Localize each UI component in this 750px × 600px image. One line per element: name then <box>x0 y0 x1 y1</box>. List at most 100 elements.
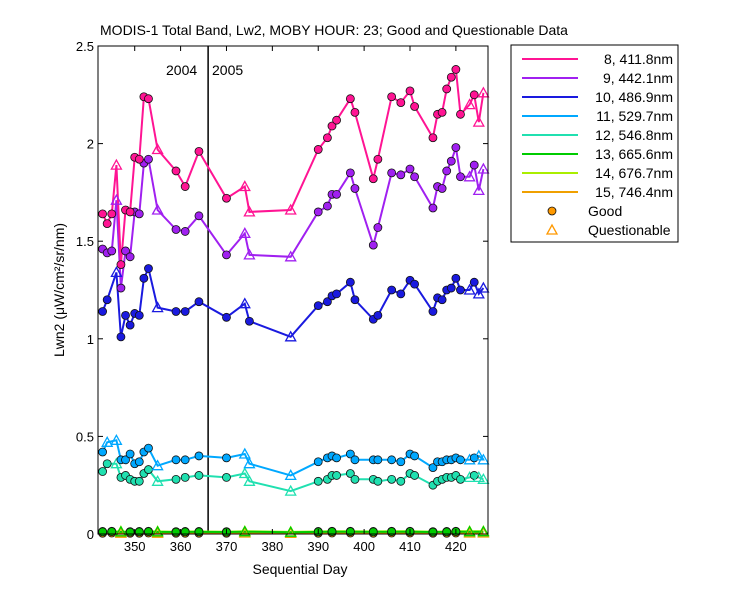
data-point-questionable <box>472 449 485 461</box>
data-point-good <box>194 471 204 480</box>
data-point-good <box>194 297 204 307</box>
data-point-questionable <box>284 203 297 215</box>
data-point-good <box>396 289 406 299</box>
legend-label: 10, 486.9nm <box>595 89 673 105</box>
y-tick-label: 0.5 <box>76 429 94 444</box>
legend-label: 11, 529.7nm <box>596 108 673 124</box>
legend: 8, 411.8nm 9, 442.1nm 10, 486.9nm 11, 529.7… <box>510 44 679 243</box>
data-point-good <box>350 184 360 193</box>
data-point-good <box>469 160 479 170</box>
data-point-good <box>222 453 231 463</box>
data-point-good <box>121 246 130 256</box>
data-point-good <box>350 107 360 117</box>
data-point-questionable <box>110 193 123 205</box>
data-point-questionable <box>477 281 490 293</box>
data-point-good <box>171 474 181 484</box>
data-point-good <box>350 474 360 484</box>
data-point-good <box>469 90 479 100</box>
data-point-good <box>134 457 144 467</box>
data-point-good <box>410 471 419 480</box>
data-point-good <box>116 283 126 293</box>
data-point-good <box>107 209 117 219</box>
data-point-good <box>368 240 378 250</box>
data-point-good <box>194 147 204 156</box>
legend-label: 8, 411.8nm <box>604 51 673 67</box>
data-point-good <box>410 102 419 111</box>
plot-frame <box>97 45 489 535</box>
data-point-questionable <box>472 184 485 196</box>
x-tick-label: 350 <box>124 539 146 554</box>
data-point-good <box>437 184 447 193</box>
data-point-good <box>345 168 355 178</box>
data-point-good <box>194 451 204 461</box>
data-point-questionable <box>114 525 128 537</box>
data-point-good <box>121 310 130 320</box>
data-point-good <box>446 283 456 293</box>
x-tick-label: 420 <box>445 539 467 554</box>
series-line <box>101 462 484 493</box>
data-point-questionable <box>238 447 251 459</box>
data-point-good <box>345 469 355 478</box>
data-point-questionable <box>243 474 256 486</box>
data-point-questionable <box>477 162 490 174</box>
data-point-good <box>437 295 447 305</box>
data-point-questionable <box>284 525 297 537</box>
data-point-good <box>245 316 254 326</box>
data-point-good <box>171 455 181 465</box>
data-point-questionable <box>238 180 251 192</box>
series-line <box>101 147 485 289</box>
data-point-good <box>102 219 112 229</box>
data-point-good <box>396 170 406 180</box>
data-point-good <box>98 527 107 537</box>
data-point-good <box>180 182 190 191</box>
data-point-questionable <box>284 330 297 342</box>
data-point-good <box>373 476 383 486</box>
y-tick-label: 2.5 <box>76 39 94 54</box>
data-point-questionable <box>463 170 476 182</box>
data-point-good <box>121 455 130 465</box>
data-point-good <box>180 527 190 537</box>
data-point-good <box>107 246 117 256</box>
data-point-good <box>134 527 144 537</box>
data-point-good <box>332 189 341 199</box>
series-line <box>101 265 485 338</box>
data-point-good <box>451 273 461 283</box>
data-point-good <box>428 133 438 143</box>
data-point-good <box>98 307 107 316</box>
data-point-good <box>350 295 360 305</box>
legend-label: 12, 546.8nm <box>595 127 673 143</box>
data-point-questionable <box>463 98 476 110</box>
data-point-good <box>396 98 406 108</box>
data-point-questionable <box>463 283 476 295</box>
data-point-good <box>134 154 144 164</box>
data-point-good <box>405 86 415 96</box>
data-point-good <box>139 273 149 283</box>
data-point-good <box>313 145 323 154</box>
data-point-good <box>134 476 144 486</box>
year-label-left: 2004 <box>166 62 197 78</box>
y-tick-label: 2 <box>87 137 94 152</box>
data-point-questionable <box>110 433 123 445</box>
data-point-good <box>451 143 461 152</box>
data-point-questionable <box>151 301 164 313</box>
data-point-good <box>313 476 323 486</box>
data-point-questionable <box>101 435 114 447</box>
data-point-questionable <box>477 525 490 537</box>
legend-good-label: Good <box>588 203 622 219</box>
data-point-good <box>222 250 231 260</box>
data-point-good <box>350 455 360 465</box>
data-point-good <box>180 307 190 316</box>
data-point-good <box>456 455 465 465</box>
x-tick-label: 410 <box>399 539 421 554</box>
data-point-good <box>144 154 153 164</box>
data-point-good <box>125 527 135 537</box>
data-point-good <box>373 310 383 320</box>
x-tick-label: 360 <box>170 539 192 554</box>
data-point-good <box>98 209 107 219</box>
data-point-good <box>469 277 479 287</box>
data-point-good <box>332 453 341 463</box>
data-point-good <box>125 449 135 459</box>
data-point-good <box>332 289 341 299</box>
legend-label: 13, 665.6nm <box>595 146 673 162</box>
